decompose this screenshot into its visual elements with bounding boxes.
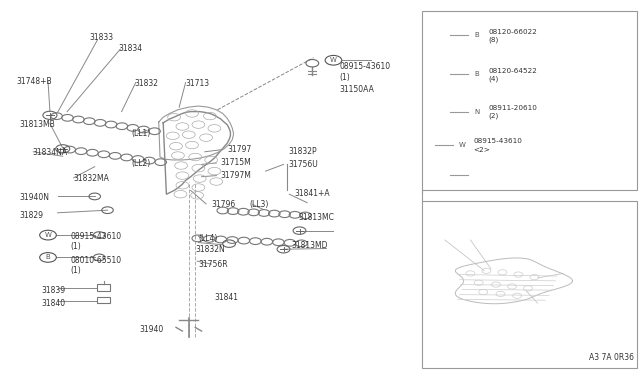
Text: 31832N: 31832N <box>195 245 225 254</box>
Text: N: N <box>474 109 479 115</box>
Text: 08915-43610: 08915-43610 <box>474 138 522 144</box>
Text: 31833: 31833 <box>90 33 114 42</box>
Text: (LL2): (LL2) <box>131 159 150 168</box>
Text: W: W <box>330 57 337 63</box>
Text: 31940N: 31940N <box>19 193 49 202</box>
Bar <box>422 269 436 278</box>
Text: 31832P: 31832P <box>288 147 317 156</box>
Text: B: B <box>474 71 479 77</box>
Text: 31756R: 31756R <box>198 260 228 269</box>
Text: 31813MC: 31813MC <box>299 213 335 222</box>
Polygon shape <box>432 170 446 177</box>
Text: (LL1): (LL1) <box>131 129 150 138</box>
Text: <2>: <2> <box>474 147 490 153</box>
Text: (1): (1) <box>70 266 81 275</box>
Text: 31840: 31840 <box>42 299 66 308</box>
Text: 08915-43610: 08915-43610 <box>70 232 122 241</box>
Polygon shape <box>436 235 453 244</box>
Text: A3 7A 0R36: A3 7A 0R36 <box>589 353 634 362</box>
Text: 31813MB: 31813MB <box>19 120 55 129</box>
Text: 31834NA: 31834NA <box>32 148 67 157</box>
Text: 31834: 31834 <box>118 44 143 53</box>
Text: (4): (4) <box>488 76 499 82</box>
Text: 31839: 31839 <box>42 286 66 295</box>
Text: 31832: 31832 <box>134 79 159 88</box>
Text: 08911-20610: 08911-20610 <box>488 105 537 111</box>
Text: 31841: 31841 <box>214 293 239 302</box>
Text: (2): (2) <box>488 113 499 119</box>
Bar <box>433 108 445 115</box>
Polygon shape <box>462 235 479 244</box>
Polygon shape <box>555 268 572 278</box>
Text: B: B <box>45 254 51 260</box>
Text: 08120-66022: 08120-66022 <box>488 29 537 35</box>
Text: 31796: 31796 <box>211 200 236 209</box>
Text: W: W <box>459 142 465 148</box>
Text: (8): (8) <box>488 36 499 43</box>
Text: 31715M: 31715M <box>221 158 252 167</box>
Text: (LL3): (LL3) <box>250 200 269 209</box>
Text: 31841+A: 31841+A <box>294 189 330 198</box>
Text: 31829: 31829 <box>19 211 44 220</box>
Text: (LL4): (LL4) <box>198 234 218 243</box>
Text: (1): (1) <box>70 242 81 251</box>
Text: 08120-64522: 08120-64522 <box>488 68 537 74</box>
Bar <box>97 297 110 303</box>
Text: B: B <box>474 32 479 38</box>
Polygon shape <box>431 70 447 78</box>
FancyBboxPatch shape <box>422 11 637 190</box>
Text: 31832MA: 31832MA <box>74 174 109 183</box>
Polygon shape <box>428 299 442 306</box>
Text: (1): (1) <box>339 73 350 81</box>
Polygon shape <box>529 298 546 307</box>
Text: 31756U: 31756U <box>288 160 317 169</box>
Polygon shape <box>457 301 471 308</box>
Text: 31940: 31940 <box>140 325 164 334</box>
Text: 31748+B: 31748+B <box>16 77 52 86</box>
Text: 31713: 31713 <box>186 79 210 88</box>
Bar <box>97 284 110 291</box>
Text: 31813MD: 31813MD <box>291 241 328 250</box>
Text: 31797M: 31797M <box>221 171 252 180</box>
Text: 31150AA: 31150AA <box>339 85 374 94</box>
Text: 08915-43610: 08915-43610 <box>339 62 390 71</box>
Text: 31797: 31797 <box>227 145 252 154</box>
Bar <box>550 234 564 242</box>
Text: 08010-65510: 08010-65510 <box>70 256 122 265</box>
FancyBboxPatch shape <box>422 201 637 368</box>
Text: W: W <box>45 232 51 238</box>
